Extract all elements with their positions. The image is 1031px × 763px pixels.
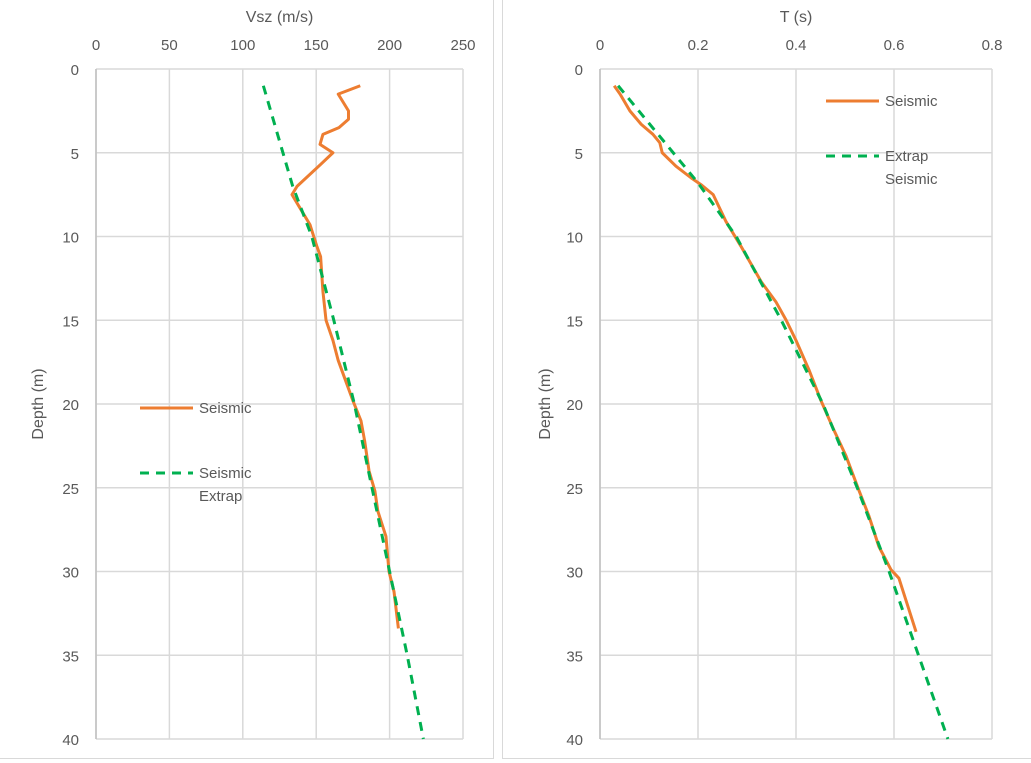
chart-velocity-panel: 0 50 100 150 200 250 0 5 10 15 20 25 30 35 40 Vsz (m/s)… bbox=[0, 0, 494, 759]
y-axis-title: Depth (m) bbox=[30, 368, 47, 439]
y-tick-label: 35 bbox=[62, 648, 79, 665]
legend-label: Seismic Extrap bbox=[199, 465, 252, 505]
y-tick-label: 30 bbox=[62, 565, 79, 582]
series-line-extrap-seismic bbox=[616, 84, 950, 740]
x-tick-label: 250 bbox=[450, 37, 475, 54]
x-tick-label: 50 bbox=[161, 37, 178, 54]
x-tick-label: 0.6 bbox=[884, 37, 905, 54]
x-tick-label: 0.4 bbox=[786, 37, 807, 54]
x-axis-title: Vsz (m/s) bbox=[246, 9, 314, 26]
y-tick-label: 30 bbox=[566, 565, 583, 582]
y-tick-label: 0 bbox=[575, 62, 583, 79]
legend-label: Seismic bbox=[885, 93, 938, 110]
chart-time-panel: 0 0.2 0.4 0.6 0.8 0 5 10 15 20 25 30 35 40 T (s) Depth … bbox=[502, 0, 1031, 759]
legend-label: Seismic bbox=[199, 400, 252, 417]
x-tick-label: 0.8 bbox=[982, 37, 1003, 54]
x-tick-label: 0 bbox=[92, 37, 100, 54]
y-tick-label: 5 bbox=[71, 146, 79, 163]
y-tick-label: 0 bbox=[71, 62, 79, 79]
x-tick-label: 200 bbox=[377, 37, 402, 54]
x-tick-label: 0.2 bbox=[688, 37, 709, 54]
y-axis-title: Depth (m) bbox=[537, 368, 554, 439]
y-tick-label: 15 bbox=[62, 313, 79, 330]
chart-time: 0 0.2 0.4 0.6 0.8 0 5 10 15 20 25 30 35 40 T (s) Depth … bbox=[537, 9, 1003, 749]
y-tick-label: 5 bbox=[575, 146, 583, 163]
y-tick-label: 40 bbox=[62, 732, 79, 749]
x-axis-title: T (s) bbox=[780, 9, 813, 26]
series-line-seismic bbox=[612, 84, 918, 633]
y-tick-label: 10 bbox=[62, 230, 79, 247]
series-line-seismic-extrap bbox=[261, 85, 425, 740]
y-tick-label: 20 bbox=[566, 397, 583, 414]
y-tick-label: 25 bbox=[62, 481, 79, 498]
legend-label: Extrap Seismic bbox=[885, 148, 938, 188]
y-tick-label: 35 bbox=[566, 648, 583, 665]
x-tick-label: 0 bbox=[596, 37, 604, 54]
series-line-seismic bbox=[290, 84, 400, 629]
y-tick-label: 25 bbox=[566, 481, 583, 498]
chart-velocity: 0 50 100 150 200 250 0 5 10 15 20 25 30 35 40 Vsz (m/s)… bbox=[30, 9, 476, 749]
y-tick-label: 10 bbox=[566, 230, 583, 247]
y-tick-label: 20 bbox=[62, 397, 79, 414]
x-tick-label: 100 bbox=[230, 37, 255, 54]
y-tick-label: 40 bbox=[566, 732, 583, 749]
y-tick-label: 15 bbox=[566, 313, 583, 330]
x-tick-label: 150 bbox=[304, 37, 329, 54]
